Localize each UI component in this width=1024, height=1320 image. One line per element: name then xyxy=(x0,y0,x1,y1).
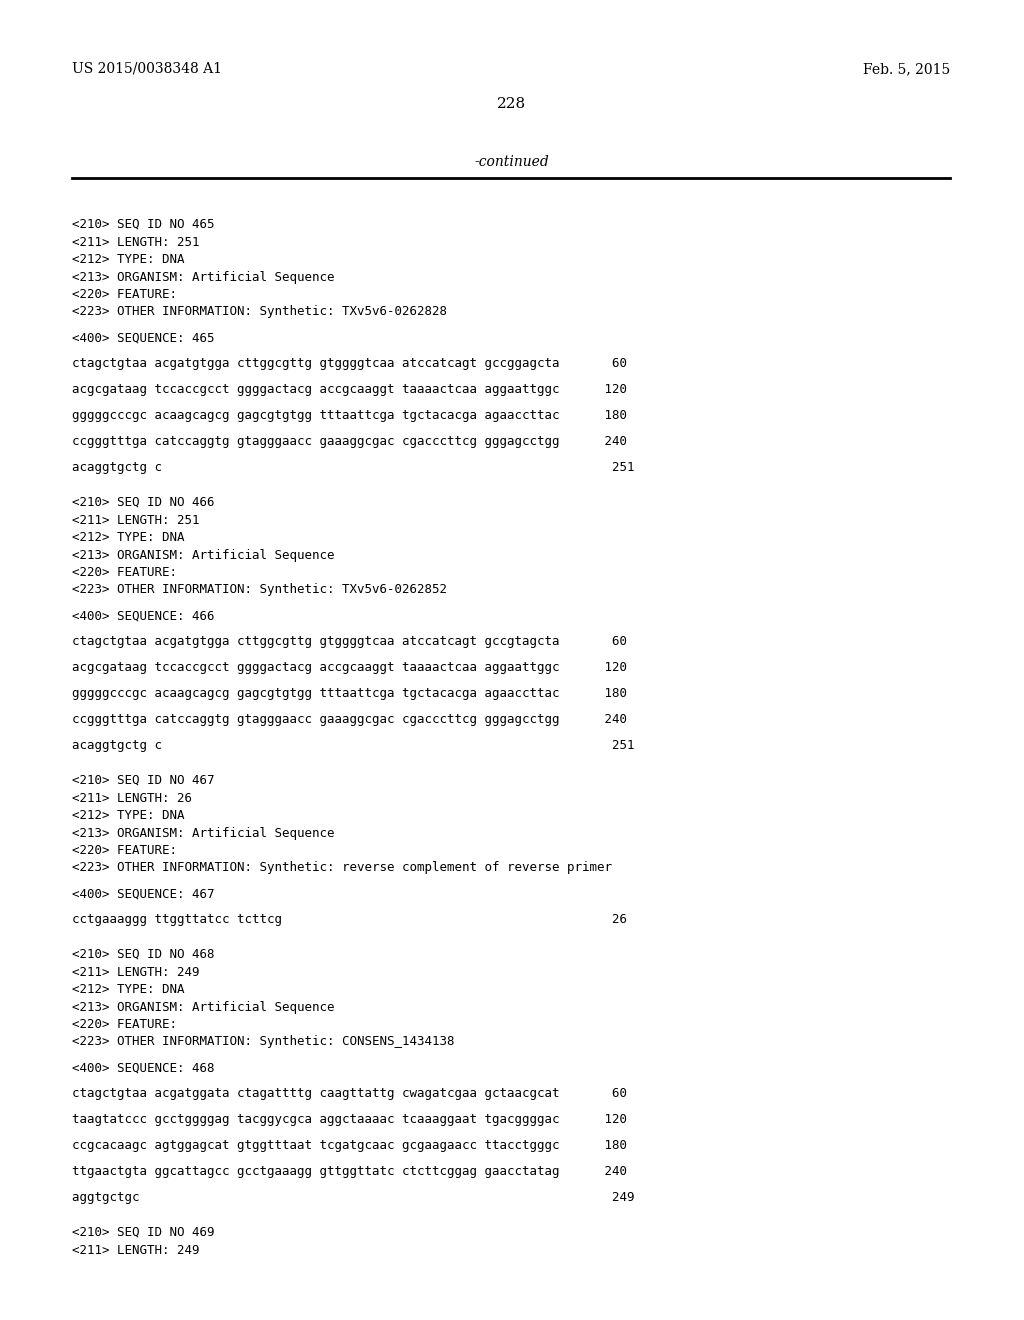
Text: acgcgataag tccaccgcct ggggactacg accgcaaggt taaaactcaa aggaattggc      120: acgcgataag tccaccgcct ggggactacg accgcaa… xyxy=(72,384,627,396)
Text: <220> FEATURE:: <220> FEATURE: xyxy=(72,566,177,579)
Text: <213> ORGANISM: Artificial Sequence: <213> ORGANISM: Artificial Sequence xyxy=(72,1001,335,1014)
Text: <220> FEATURE:: <220> FEATURE: xyxy=(72,843,177,857)
Text: <212> TYPE: DNA: <212> TYPE: DNA xyxy=(72,253,184,267)
Text: <220> FEATURE:: <220> FEATURE: xyxy=(72,288,177,301)
Text: <213> ORGANISM: Artificial Sequence: <213> ORGANISM: Artificial Sequence xyxy=(72,826,335,840)
Text: <223> OTHER INFORMATION: Synthetic: TXv5v6-0262852: <223> OTHER INFORMATION: Synthetic: TXv5… xyxy=(72,583,447,597)
Text: acaggtgctg c                                                            251: acaggtgctg c 251 xyxy=(72,739,635,752)
Text: <223> OTHER INFORMATION: Synthetic: reverse complement of reverse primer: <223> OTHER INFORMATION: Synthetic: reve… xyxy=(72,862,612,874)
Text: <400> SEQUENCE: 465: <400> SEQUENCE: 465 xyxy=(72,331,214,345)
Text: <211> LENGTH: 249: <211> LENGTH: 249 xyxy=(72,1243,200,1257)
Text: <223> OTHER INFORMATION: Synthetic: CONSENS_1434138: <223> OTHER INFORMATION: Synthetic: CONS… xyxy=(72,1035,455,1048)
Text: <223> OTHER INFORMATION: Synthetic: TXv5v6-0262828: <223> OTHER INFORMATION: Synthetic: TXv5… xyxy=(72,305,447,318)
Text: ccgggtttga catccaggtg gtagggaacc gaaaggcgac cgacccttcg gggagcctgg      240: ccgggtttga catccaggtg gtagggaacc gaaaggc… xyxy=(72,436,627,449)
Text: <211> LENGTH: 251: <211> LENGTH: 251 xyxy=(72,235,200,248)
Text: <210> SEQ ID NO 469: <210> SEQ ID NO 469 xyxy=(72,1226,214,1239)
Text: ctagctgtaa acgatgtgga cttggcgttg gtggggtcaa atccatcagt gccgtagcta       60: ctagctgtaa acgatgtgga cttggcgttg gtggggt… xyxy=(72,635,627,648)
Text: ccgcacaagc agtggagcat gtggtttaat tcgatgcaac gcgaagaacc ttacctgggc      180: ccgcacaagc agtggagcat gtggtttaat tcgatgc… xyxy=(72,1139,627,1152)
Text: Feb. 5, 2015: Feb. 5, 2015 xyxy=(863,62,950,77)
Text: ctagctgtaa acgatgtgga cttggcgttg gtggggtcaa atccatcagt gccggagcta       60: ctagctgtaa acgatgtgga cttggcgttg gtggggt… xyxy=(72,358,627,371)
Text: <220> FEATURE:: <220> FEATURE: xyxy=(72,1018,177,1031)
Text: acaggtgctg c                                                            251: acaggtgctg c 251 xyxy=(72,462,635,474)
Text: ctagctgtaa acgatggata ctagattttg caagttattg cwagatcgaa gctaacgcat       60: ctagctgtaa acgatggata ctagattttg caagtta… xyxy=(72,1088,627,1101)
Text: -continued: -continued xyxy=(475,154,549,169)
Text: cctgaaaggg ttggttatcc tcttcg                                            26: cctgaaaggg ttggttatcc tcttcg 26 xyxy=(72,913,627,927)
Text: <212> TYPE: DNA: <212> TYPE: DNA xyxy=(72,809,184,822)
Text: US 2015/0038348 A1: US 2015/0038348 A1 xyxy=(72,62,222,77)
Text: 228: 228 xyxy=(498,96,526,111)
Text: ccgggtttga catccaggtg gtagggaacc gaaaggcgac cgacccttcg gggagcctgg      240: ccgggtttga catccaggtg gtagggaacc gaaaggc… xyxy=(72,714,627,726)
Text: <210> SEQ ID NO 466: <210> SEQ ID NO 466 xyxy=(72,496,214,510)
Text: <212> TYPE: DNA: <212> TYPE: DNA xyxy=(72,983,184,997)
Text: <213> ORGANISM: Artificial Sequence: <213> ORGANISM: Artificial Sequence xyxy=(72,549,335,561)
Text: taagtatccc gcctggggag tacggycgca aggctaaaac tcaaaggaat tgacggggac      120: taagtatccc gcctggggag tacggycgca aggctaa… xyxy=(72,1114,627,1126)
Text: <210> SEQ ID NO 467: <210> SEQ ID NO 467 xyxy=(72,774,214,787)
Text: acgcgataag tccaccgcct ggggactacg accgcaaggt taaaactcaa aggaattggc      120: acgcgataag tccaccgcct ggggactacg accgcaa… xyxy=(72,661,627,675)
Text: <211> LENGTH: 26: <211> LENGTH: 26 xyxy=(72,792,193,804)
Text: <213> ORGANISM: Artificial Sequence: <213> ORGANISM: Artificial Sequence xyxy=(72,271,335,284)
Text: aggtgctgc                                                               249: aggtgctgc 249 xyxy=(72,1192,635,1204)
Text: gggggcccgc acaagcagcg gagcgtgtgg tttaattcga tgctacacga agaaccttac      180: gggggcccgc acaagcagcg gagcgtgtgg tttaatt… xyxy=(72,688,627,701)
Text: gggggcccgc acaagcagcg gagcgtgtgg tttaattcga tgctacacga agaaccttac      180: gggggcccgc acaagcagcg gagcgtgtgg tttaatt… xyxy=(72,409,627,422)
Text: <210> SEQ ID NO 468: <210> SEQ ID NO 468 xyxy=(72,948,214,961)
Text: <210> SEQ ID NO 465: <210> SEQ ID NO 465 xyxy=(72,218,214,231)
Text: ttgaactgta ggcattagcc gcctgaaagg gttggttatc ctcttcggag gaacctatag      240: ttgaactgta ggcattagcc gcctgaaagg gttggtt… xyxy=(72,1166,627,1179)
Text: <400> SEQUENCE: 466: <400> SEQUENCE: 466 xyxy=(72,610,214,623)
Text: <211> LENGTH: 251: <211> LENGTH: 251 xyxy=(72,513,200,527)
Text: <212> TYPE: DNA: <212> TYPE: DNA xyxy=(72,531,184,544)
Text: <400> SEQUENCE: 468: <400> SEQUENCE: 468 xyxy=(72,1061,214,1074)
Text: <400> SEQUENCE: 467: <400> SEQUENCE: 467 xyxy=(72,887,214,900)
Text: <211> LENGTH: 249: <211> LENGTH: 249 xyxy=(72,965,200,978)
